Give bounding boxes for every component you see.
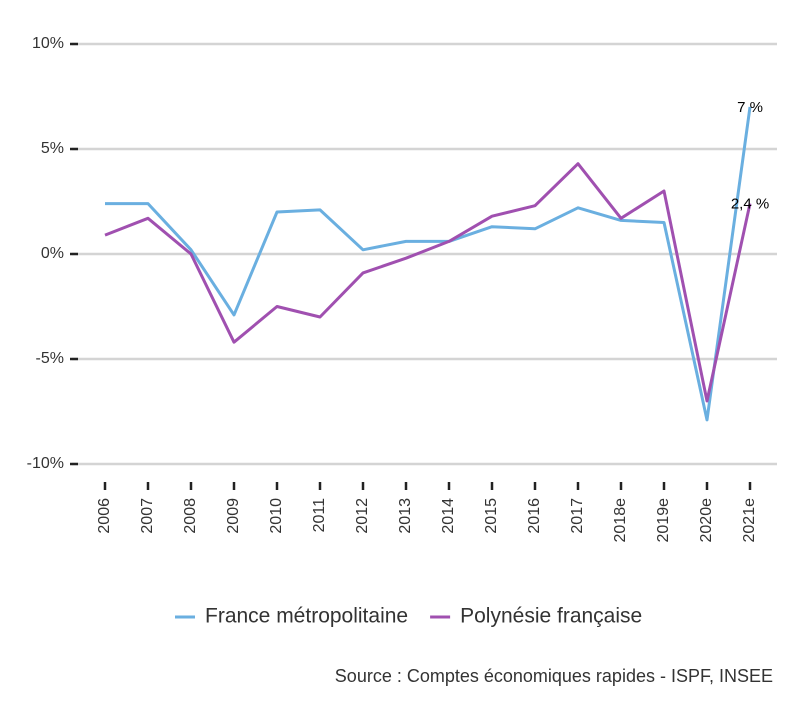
legend-label: Polynésie française [460,605,642,628]
x-tick-label: 2009 [225,498,242,534]
value-label: 7 % [737,99,763,116]
series-line [105,106,752,422]
x-tick-label: 2007 [139,498,156,534]
y-tick-label: -10% [27,455,64,472]
y-tick-label: 5% [41,140,64,157]
x-tick-label: 2017 [569,498,586,534]
x-tick-label: 2012 [354,498,371,534]
y-tick-label: -5% [36,350,64,367]
x-tick-label: 2014 [440,498,457,534]
x-tick-label: 2019e [655,498,672,543]
series-line [104,162,752,403]
source: Source : Comptes économiques rapides - I… [335,666,773,686]
x-tick-label: 2013 [397,498,414,534]
x-tick-label: 2016 [526,498,543,534]
x-tick-label: 2020e [698,498,715,543]
x-tick-label: 2015 [483,498,500,534]
x-tick-label: 2008 [182,498,199,534]
legend-label: France métropolitaine [205,605,408,628]
y-tick-label: 0% [41,245,64,262]
value-label: 2,4 % [731,196,769,213]
x-tick-label: 2018e [612,498,629,543]
x-tick-label: 2011 [311,498,328,533]
x-tick-label: 2021e [741,498,758,543]
x-tick-label: 2010 [268,498,285,534]
y-tick-label: 10% [32,35,64,52]
x-tick-label: 2006 [96,498,113,534]
